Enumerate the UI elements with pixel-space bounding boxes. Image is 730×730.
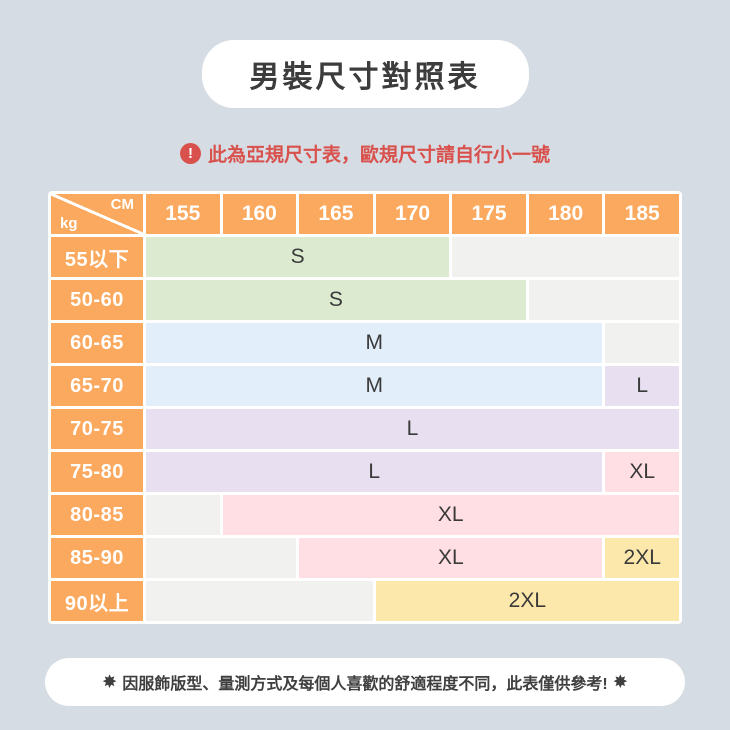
page-title: 男裝尺寸對照表: [249, 61, 481, 94]
row-label: 80-85: [51, 495, 143, 535]
size-band-m: M: [146, 323, 603, 363]
size-band-l: L: [605, 366, 679, 406]
row-label: 60-65: [51, 323, 143, 363]
row-label: 50-60: [51, 280, 143, 320]
row-label: 75-80: [51, 452, 143, 492]
warning-banner: ! 此為亞規尺寸表，歐規尺寸請自行小一號: [179, 140, 550, 167]
size-band-xl: XL: [222, 495, 679, 535]
footer-note-pill: ✸ 因服飾版型、量測方式及每個人喜歡的舒適程度不同，此表僅供參考! ✸: [45, 658, 685, 706]
size-band-s: S: [146, 237, 450, 277]
table-corner-cell: CM kg: [51, 194, 143, 234]
empty-band: [146, 538, 297, 578]
corner-kg-label: kg: [60, 215, 78, 232]
empty-band: [605, 323, 679, 363]
footer-note-text: 因服飾版型、量測方式及每個人喜歡的舒適程度不同，此表僅供參考!: [122, 676, 608, 693]
column-header-185: 185: [605, 194, 679, 234]
row-label: 55以下: [51, 237, 143, 277]
size-band-l: L: [146, 452, 603, 492]
corner-cm-label: CM: [110, 196, 134, 213]
column-header-175: 175: [452, 194, 526, 234]
size-band-xl: XL: [299, 538, 603, 578]
column-header-155: 155: [146, 194, 220, 234]
size-band-l: L: [146, 409, 679, 449]
column-header-170: 170: [375, 194, 450, 234]
column-header-160: 160: [222, 194, 297, 234]
empty-band: [146, 495, 220, 535]
warning-text: 此為亞規尺寸表，歐規尺寸請自行小一號: [207, 145, 550, 166]
size-band-m: M: [146, 366, 603, 406]
size-table: CM kg 155 160 165 170 175 180 185 55以下 S 50-60 S 60-6…: [48, 191, 682, 624]
empty-band: [452, 237, 679, 277]
title-pill: 男裝尺寸對照表: [201, 40, 529, 108]
size-band-2xl: 2XL: [375, 581, 679, 621]
row-label: 70-75: [51, 409, 143, 449]
size-band-xl: XL: [605, 452, 679, 492]
exclamation-circle-icon: !: [179, 143, 201, 164]
row-label: 90以上: [51, 581, 143, 621]
row-label: 65-70: [51, 366, 143, 406]
column-header-180: 180: [528, 194, 603, 234]
size-band-2xl: 2XL: [605, 538, 679, 578]
empty-band: [146, 581, 373, 621]
column-header-165: 165: [299, 194, 373, 234]
empty-band: [528, 280, 679, 320]
starburst-icon: ✸: [613, 674, 628, 691]
row-label: 85-90: [51, 538, 143, 578]
size-band-s: S: [146, 280, 526, 320]
starburst-icon: ✸: [102, 674, 117, 691]
